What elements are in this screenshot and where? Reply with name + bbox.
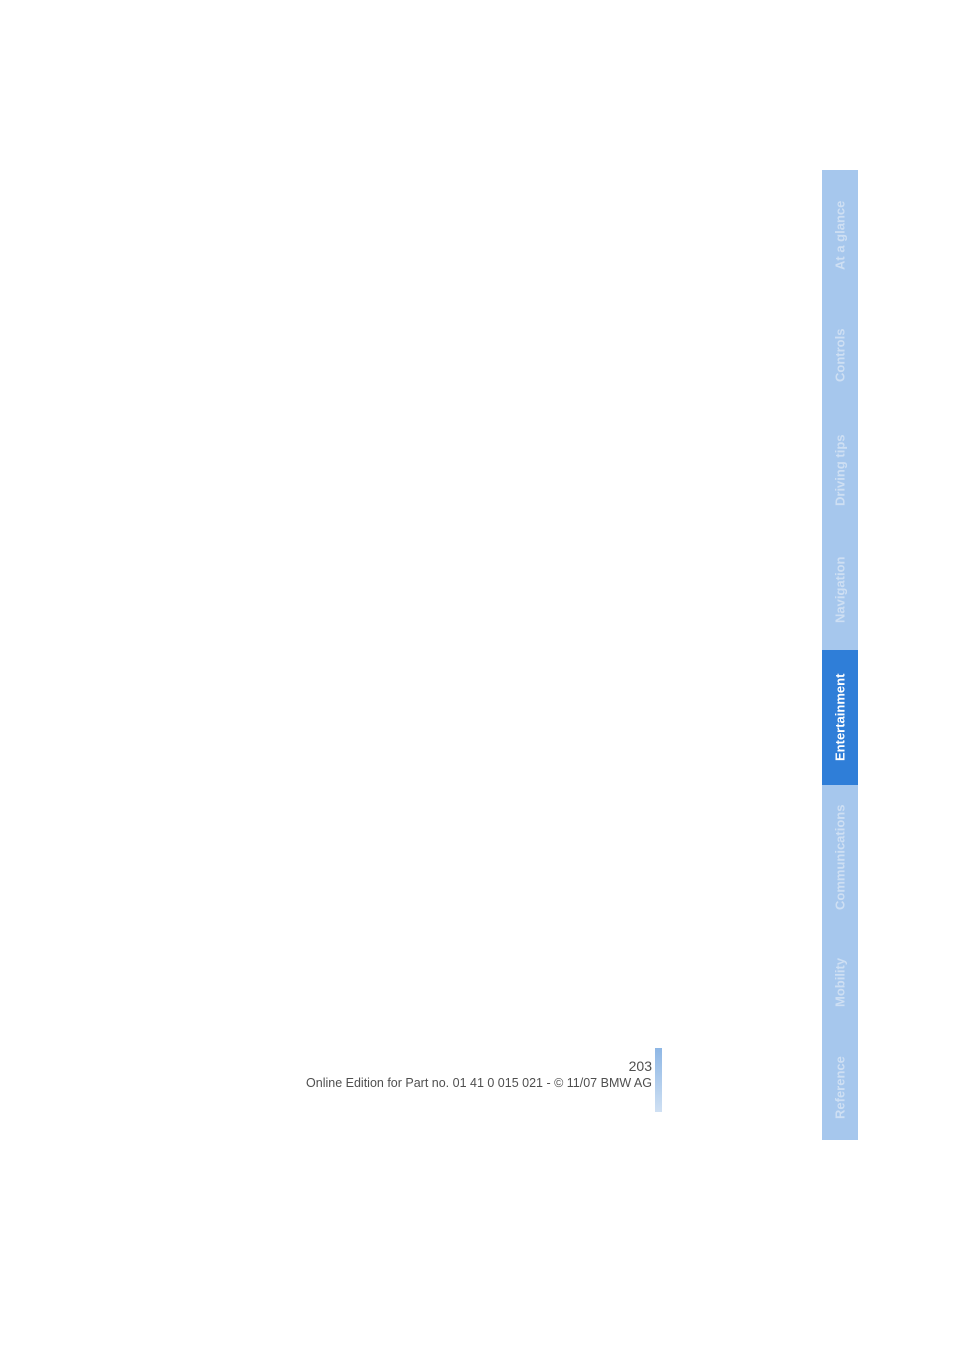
tab-label: Communications: [833, 805, 848, 910]
footer-copyright: Online Edition for Part no. 01 41 0 015 …: [306, 1076, 652, 1090]
section-tabs: At a glance Controls Driving tips Navigatio…: [822, 170, 858, 1140]
tab-label: At a glance: [833, 200, 848, 269]
tab-label: Driving tips: [833, 434, 848, 506]
tab-label: Reference: [833, 1056, 848, 1119]
manual-page: At a glance Controls Driving tips Navigatio…: [0, 0, 954, 1350]
tab-label: Mobility: [833, 958, 848, 1007]
tab-label: Navigation: [833, 557, 848, 623]
page-number: 203: [306, 1058, 652, 1074]
footer-accent-bar: [655, 1048, 662, 1112]
tab-controls[interactable]: Controls: [822, 300, 858, 410]
tab-communications[interactable]: Communications: [822, 785, 858, 930]
tab-driving-tips[interactable]: Driving tips: [822, 410, 858, 530]
tab-at-a-glance[interactable]: At a glance: [822, 170, 858, 300]
tab-label: Entertainment: [833, 674, 848, 761]
tab-navigation[interactable]: Navigation: [822, 530, 858, 650]
tab-label: Controls: [833, 328, 848, 381]
tab-entertainment[interactable]: Entertainment: [822, 650, 858, 785]
tab-reference[interactable]: Reference: [822, 1035, 858, 1140]
page-footer: 203 Online Edition for Part no. 01 41 0 …: [306, 1058, 652, 1090]
tab-mobility[interactable]: Mobility: [822, 930, 858, 1035]
